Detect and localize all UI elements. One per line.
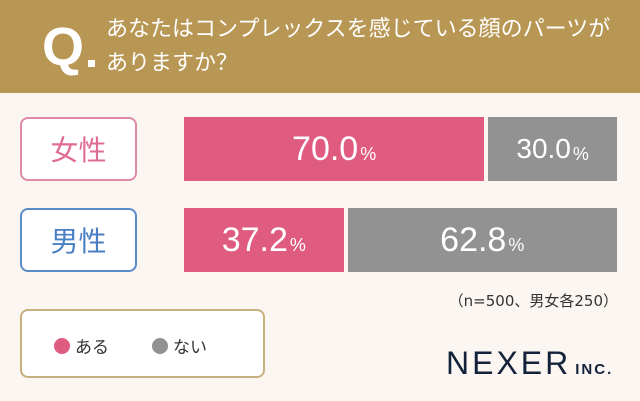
question-title: あなたはコンプレックスを感じている顔のパーツがありますか？ [106,17,611,76]
bar-male-nai: 62.8% [347,208,617,272]
legend-label: ない [173,338,207,358]
bar-female-nai: 30.0% [488,117,617,181]
legend-label: ある [75,338,109,358]
logo-name: NEXER [446,345,572,381]
bar-female-aru: 70.0% [184,117,485,181]
percent-sign: % [572,143,589,164]
sample-note: （n=500、男女各250） [448,292,618,310]
q-mark: Q [42,17,85,77]
nexer-logo: NEXER INC. [446,345,613,382]
q-dot [88,60,95,67]
data-label: 62.8 [440,220,507,259]
bar-male-aru: 37.2% [184,208,344,272]
legend-dot-aru [54,337,70,354]
legend-item-aru: ある [54,333,109,358]
category-label-male: 男性 [20,208,137,272]
legend: ある ない [20,309,265,378]
legend-dot-nai [152,337,168,354]
data-label: 70.0 [292,129,359,168]
data-label: 37.2 [221,220,288,259]
header-banner: Q あなたはコンプレックスを感じている顔のパーツがありますか？ [0,0,640,93]
legend-item-nai: ない [152,333,207,358]
logo-suffix: INC. [575,361,614,378]
percent-sign: % [508,234,525,255]
data-label: 30.0 [516,133,571,164]
category-label-female: 女性 [20,117,137,181]
percent-sign: % [289,234,306,255]
percent-sign: % [360,143,377,164]
